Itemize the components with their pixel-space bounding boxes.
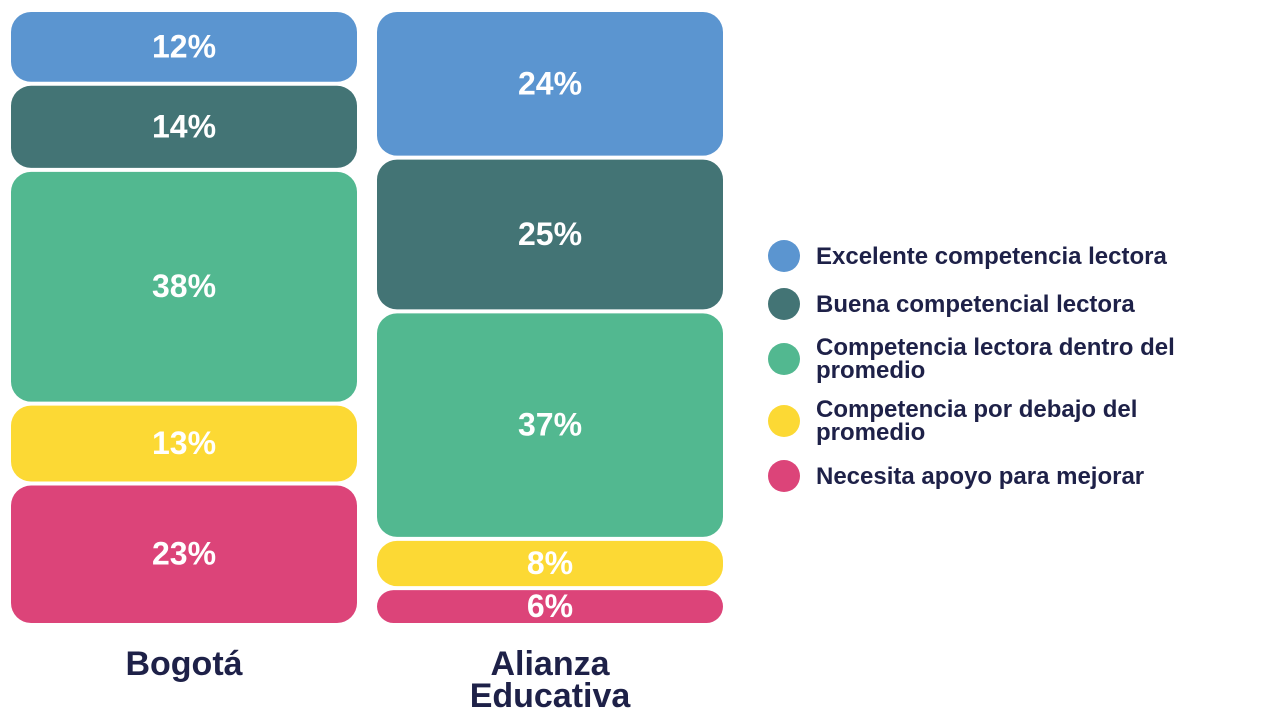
bar-segment [11, 12, 357, 82]
value-label: 24% [518, 65, 582, 101]
legend-item: Competencia por debajo del promedio [768, 396, 1268, 446]
value-label: 12% [152, 28, 216, 64]
legend-label: Excelente competencia lectora [816, 242, 1167, 270]
legend-item: Buena competencial lectora [768, 288, 1268, 320]
value-label: 23% [152, 536, 216, 572]
value-label: 25% [518, 216, 582, 252]
legend-swatch [768, 343, 800, 375]
value-label: 8% [527, 545, 573, 581]
legend-item: Competencia lectora dentro del promedio [768, 334, 1268, 384]
legend-item: Necesita apoyo para mejorar [768, 460, 1268, 492]
value-label: 6% [527, 588, 573, 624]
bar-segment [377, 590, 723, 623]
value-label: 38% [152, 268, 216, 304]
x-tick-label: Bogotá [125, 645, 243, 683]
legend-swatch [768, 460, 800, 492]
bar-segment [377, 313, 723, 537]
bar-segment [377, 12, 723, 156]
bar-segment [11, 405, 357, 482]
legend-swatch [768, 288, 800, 320]
value-label: 37% [518, 407, 582, 443]
legend-label: Competencia lectora dentro del promedio [816, 334, 1175, 384]
bar-segment [11, 171, 357, 402]
bar-segment [11, 485, 357, 623]
bar-segment [377, 159, 723, 310]
legend-swatch [768, 240, 800, 272]
value-label: 13% [152, 425, 216, 461]
legend: Excelente competencia lectora Buena compe… [768, 240, 1268, 492]
value-label: 14% [152, 108, 216, 144]
bar-segment [11, 85, 357, 168]
legend-label: Competencia por debajo del promedio [816, 396, 1138, 446]
x-tick-label: Alianza Educativa [469, 645, 631, 715]
legend-label: Necesita apoyo para mejorar [816, 462, 1145, 490]
legend-item: Excelente competencia lectora [768, 240, 1268, 272]
bar-segment [377, 540, 723, 587]
legend-label: Buena competencial lectora [816, 290, 1135, 318]
legend-swatch [768, 405, 800, 437]
